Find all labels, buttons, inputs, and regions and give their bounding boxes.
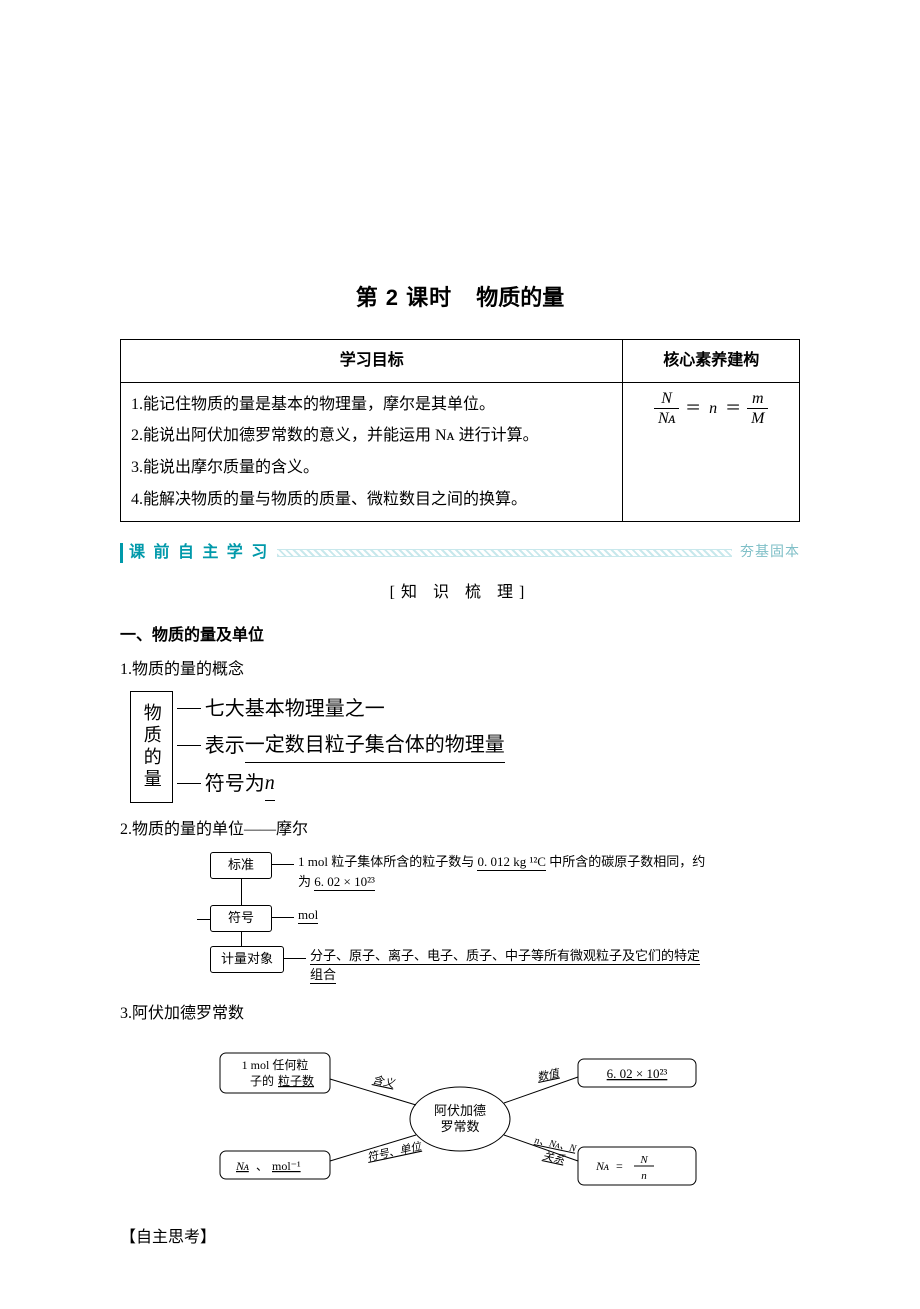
plain-text: 1 mol 粒子集体所含的粒子数与	[298, 854, 474, 869]
goal-item: 4.能解决物质的量与物质的质量、微粒数目之间的换算。	[131, 484, 612, 516]
svg-text:Nᴀ: Nᴀ	[235, 1159, 250, 1173]
h-connector	[272, 864, 294, 865]
stub-connector	[197, 919, 211, 920]
goal-item: 3.能说出摩尔质量的含义。	[131, 452, 612, 484]
h-connector	[284, 958, 306, 959]
concept-text: 七大基本物理量之一	[205, 693, 385, 725]
underlined-text: 一定数目粒子集合体的物理量	[245, 729, 505, 763]
section-heading: 一、物质的量及单位	[120, 623, 800, 649]
mol-row-standard: 标准 1 mol 粒子集体所含的粒子数与 0. 012 kg ¹²C 中所含的碳…	[210, 852, 710, 891]
mol-text: 1 mol 粒子集体所含的粒子数与 0. 012 kg ¹²C 中所含的碳原子数…	[294, 852, 710, 891]
goals-cell: 1.能记住物质的量是基本的物理量，摩尔是其单位。 2.能说出阿伏加德罗常数的意义…	[121, 382, 623, 521]
svg-text:1 mol 任何粒: 1 mol 任何粒	[242, 1057, 309, 1072]
concept-box-label: 物质的量	[130, 691, 173, 803]
concept-text: 表示	[205, 730, 245, 762]
fraction-left: N Nᴀ	[654, 389, 679, 428]
goals-list: 1.能记住物质的量是基本的物理量，摩尔是其单位。 2.能说出阿伏加德罗常数的意义…	[131, 389, 612, 515]
ribbon-tail: 夯基固本	[740, 542, 800, 564]
concept-text: 符号为	[205, 768, 265, 800]
goal-item: 2.能说出阿伏加德罗常数的意义，并能运用 Nᴀ 进行计算。	[131, 420, 612, 452]
underlined-text: 0. 012 kg ¹²C	[477, 854, 545, 871]
svg-text:符号、单位: 符号、单位	[366, 1139, 423, 1163]
svg-text:、: 、	[256, 1159, 268, 1173]
subheading-avogadro: 3.阿伏加德罗常数	[120, 1001, 800, 1027]
fraction-right: m M	[747, 389, 768, 428]
core-literacy-cell: N Nᴀ ＝ n ＝ m M	[623, 382, 800, 521]
mol-label: 计量对象	[210, 946, 284, 973]
concept-lines: 七大基本物理量之一 表示 一定数目粒子集合体的物理量 符号为 n	[173, 691, 505, 803]
concept-line: 表示 一定数目粒子集合体的物理量	[177, 727, 505, 765]
svg-text:N: N	[639, 1154, 648, 1166]
avogadro-map: 阿伏加德 罗常数 1 mol 任何粒 子的 粒子数 6. 02 × 10²³ N…	[200, 1039, 720, 1208]
underlined-text: n	[265, 767, 275, 801]
svg-text:Nᴀ: Nᴀ	[595, 1159, 610, 1173]
mol-label: 符号	[210, 905, 272, 932]
svg-text:mol⁻¹: mol⁻¹	[272, 1159, 301, 1173]
page-title: 第 2 课时 物质的量	[120, 280, 800, 315]
dash-connector	[177, 783, 201, 784]
lesson-number: 第 2 课时	[356, 285, 452, 310]
mol-text: 分子、原子、离子、电子、质子、中子等所有微观粒子及它们的特定组合	[306, 946, 710, 985]
table-header-row: 学习目标 核心素养建构	[121, 340, 800, 383]
ribbon-hatch-fill	[277, 549, 732, 557]
dash-connector	[177, 745, 201, 746]
frac-den: M	[747, 409, 768, 428]
underlined-text: 6. 02 × 10²³	[314, 874, 375, 891]
dash-connector	[177, 708, 201, 709]
svg-text:子的: 子的	[250, 1073, 274, 1088]
pre-class-ribbon: 课 前 自 主 学 习 夯基固本	[120, 540, 800, 566]
svg-text:=: =	[616, 1159, 623, 1173]
equals: ＝	[723, 400, 743, 417]
ribbon-bar-icon	[120, 543, 123, 563]
avogadro-svg: 阿伏加德 罗常数 1 mol 任何粒 子的 粒子数 6. 02 × 10²³ N…	[200, 1039, 720, 1199]
frac-num: N	[654, 389, 679, 409]
frac-den: Nᴀ	[654, 409, 679, 428]
goals-header-right: 核心素养建构	[623, 340, 800, 383]
underlined-text: mol	[298, 907, 318, 924]
goals-header-left: 学习目标	[121, 340, 623, 383]
svg-text:6. 02 × 10²³: 6. 02 × 10²³	[607, 1066, 668, 1081]
self-thinking-heading: 【自主思考】	[120, 1225, 800, 1251]
goal-item: 1.能记住物质的量是基本的物理量，摩尔是其单位。	[131, 389, 612, 421]
underlined-text: 分子、原子、离子、电子、质子、中子等所有微观粒子及它们的特定组合	[310, 948, 700, 985]
lesson-name: 物质的量	[476, 285, 564, 310]
ribbon-label: 课 前 自 主 学 习	[129, 540, 269, 566]
svg-text:罗常数: 罗常数	[440, 1119, 479, 1134]
mol-row-object: 计量对象 分子、原子、离子、电子、质子、中子等所有微观粒子及它们的特定组合	[210, 946, 710, 985]
h-connector	[272, 917, 294, 918]
concept-bracket-diagram: 物质的量 七大基本物理量之一 表示 一定数目粒子集合体的物理量 符号为 n	[130, 691, 800, 803]
goals-table: 学习目标 核心素养建构 1.能记住物质的量是基本的物理量，摩尔是其单位。 2.能…	[120, 339, 800, 522]
concept-line: 符号为 n	[177, 765, 505, 803]
core-formula: N Nᴀ ＝ n ＝ m M	[654, 389, 768, 428]
mol-diagram: 标准 1 mol 粒子集体所含的粒子数与 0. 012 kg ¹²C 中所含的碳…	[210, 852, 710, 985]
concept-line: 七大基本物理量之一	[177, 691, 505, 727]
mol-label-text: 符号	[228, 910, 254, 925]
mol-text: mol	[294, 905, 710, 925]
knowledge-subhead: [知 识 梳 理]	[120, 580, 800, 606]
svg-text:n: n	[641, 1170, 647, 1182]
subheading-unit: 2.物质的量的单位——摩尔	[120, 817, 800, 843]
svg-text:粒子数: 粒子数	[278, 1073, 314, 1088]
equals: ＝	[683, 400, 703, 417]
table-row: 1.能记住物质的量是基本的物理量，摩尔是其单位。 2.能说出阿伏加德罗常数的意义…	[121, 382, 800, 521]
svg-text:含义: 含义	[371, 1073, 396, 1090]
frac-num: m	[747, 389, 768, 409]
svg-text:数值: 数值	[536, 1066, 562, 1084]
avo-center-text: 阿伏加德	[434, 1103, 486, 1118]
subheading-concept: 1.物质的量的概念	[120, 657, 800, 683]
mol-row-symbol: 符号 mol	[210, 905, 710, 932]
var-n: n	[707, 400, 719, 417]
mol-label: 标准	[210, 852, 272, 879]
